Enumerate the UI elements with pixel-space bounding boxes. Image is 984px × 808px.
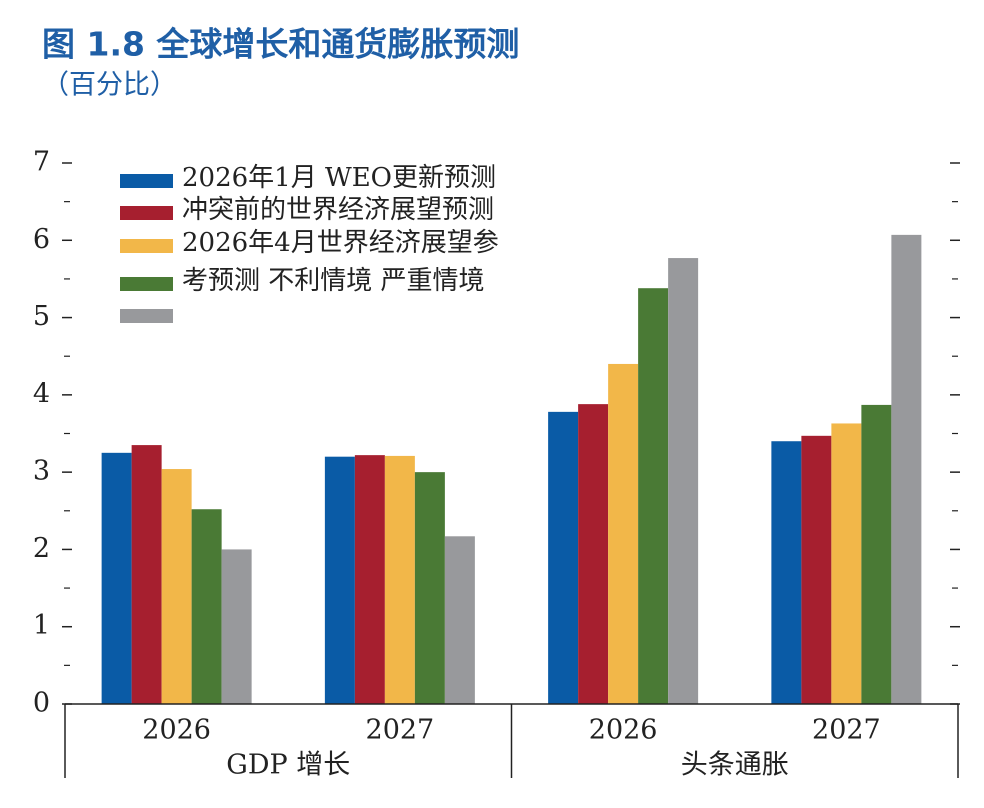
bar [221, 549, 252, 704]
bar [608, 363, 639, 704]
legend-label: 冲突前的世界经济展望预测 [182, 195, 494, 225]
x-tick-label: 2026 [589, 715, 658, 746]
bar [354, 455, 385, 704]
y-tick-label: 0 [33, 688, 50, 719]
bar [861, 404, 892, 704]
bar [444, 536, 475, 704]
bar [831, 423, 862, 704]
bar [771, 441, 802, 704]
legend-swatch [120, 174, 173, 188]
y-tick-label: 4 [33, 378, 50, 409]
bar [801, 435, 832, 704]
bar [161, 469, 192, 704]
x-tick-label: 2027 [812, 715, 881, 746]
legend-swatch [120, 309, 173, 323]
legend-swatch [120, 239, 173, 253]
y-tick-label: 7 [33, 147, 50, 178]
bar [101, 452, 132, 704]
legend-swatch [120, 277, 173, 291]
x-tick-label: 2026 [142, 715, 211, 746]
legend-swatch [120, 206, 173, 220]
bar [324, 456, 355, 704]
legend-label: 2026年1月 WEO更新预测 [182, 163, 496, 193]
y-tick-label: 5 [33, 301, 50, 332]
bar [131, 445, 162, 704]
y-tick-label: 6 [33, 224, 50, 255]
x-tick-label: 2027 [366, 715, 435, 746]
y-tick-label: 3 [33, 456, 50, 487]
bar [384, 455, 415, 704]
chart-title: 图 1.8 全球增长和通货膨胀预测 [42, 25, 519, 64]
bar [668, 258, 699, 704]
group-label: GDP 增长 [226, 750, 350, 781]
legend-label: 2026年4月世界经济展望参 [182, 228, 499, 258]
bar [191, 509, 222, 704]
legend-label: 考预测 不利情境 严重情境 [182, 266, 485, 296]
bar [578, 404, 609, 704]
bar [414, 472, 445, 704]
group-label: 头条通胀 [681, 750, 789, 781]
bar [638, 288, 669, 704]
chart-subtitle: （百分比） [42, 70, 177, 101]
y-tick-label: 1 [33, 610, 50, 641]
bar [891, 234, 922, 704]
y-tick-label: 2 [33, 533, 50, 564]
bar [548, 411, 579, 704]
